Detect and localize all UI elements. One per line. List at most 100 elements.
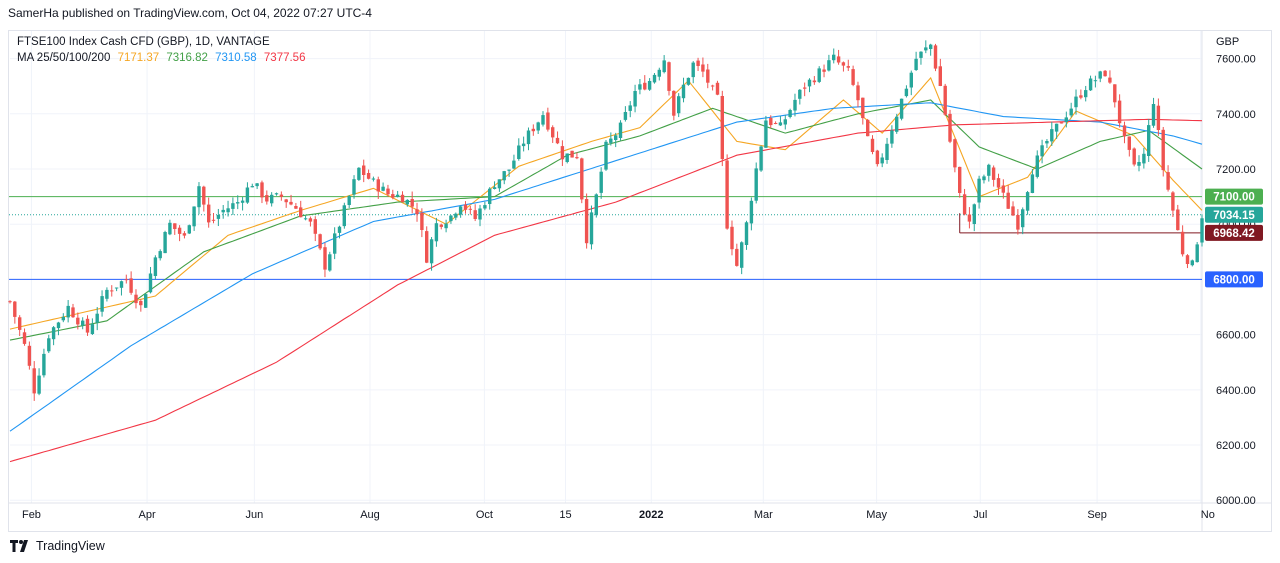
candle-up: [924, 47, 928, 51]
candle-down: [207, 204, 211, 223]
candle-down: [1122, 125, 1127, 137]
candle-down: [420, 212, 424, 230]
candle-up: [1098, 71, 1102, 79]
candle-down: [129, 278, 133, 293]
candle-down: [85, 318, 90, 333]
tradingview-brand: TradingView: [36, 539, 105, 553]
x-tick-label: 2022: [639, 509, 663, 521]
candle-down: [124, 279, 128, 281]
candle-down: [18, 317, 22, 330]
y-tick-label: 6600.00: [1216, 330, 1256, 342]
ma100-value: 7310.58: [215, 52, 257, 64]
candle-up: [652, 74, 657, 83]
tradingview-footer[interactable]: TradingView: [10, 539, 105, 553]
candle-up: [497, 179, 502, 189]
candle-up: [526, 130, 531, 145]
candle-down: [177, 227, 182, 234]
candle-down: [1117, 100, 1122, 124]
candle-up: [793, 99, 797, 111]
candle-down: [410, 199, 414, 207]
candle-up: [352, 179, 356, 195]
candle-up: [250, 186, 254, 188]
candle-down: [1006, 192, 1010, 209]
candle-up: [81, 320, 85, 326]
candle-up: [904, 88, 909, 97]
candle-up: [240, 200, 245, 203]
candle-down: [1001, 185, 1005, 193]
candle-up: [638, 84, 642, 90]
candle-up: [827, 60, 831, 71]
candle-down: [202, 186, 206, 205]
candle-down: [943, 85, 947, 115]
candle-up: [270, 194, 274, 204]
candle-up: [832, 54, 836, 61]
candle-down: [415, 209, 419, 215]
tradingview-logo-icon: [10, 540, 28, 552]
candle-down: [468, 208, 472, 210]
candle-down: [173, 223, 177, 229]
candle-down: [71, 307, 75, 318]
ma50-value: 7316.82: [166, 52, 208, 64]
candle-up: [536, 122, 540, 131]
candle-up: [454, 213, 458, 218]
candle-down: [856, 85, 860, 101]
candle-up: [914, 58, 918, 70]
candle-up: [817, 68, 821, 82]
symbol-legend: FTSE100 Index Cash CFD (GBP), 1D, VANTAG…: [17, 36, 270, 48]
candle-down: [439, 224, 443, 227]
candle-down: [8, 301, 12, 303]
candle-down: [1166, 172, 1170, 190]
candle-down: [463, 204, 468, 210]
candle-up: [1050, 129, 1054, 142]
candle-down: [706, 69, 710, 83]
candle-up: [1045, 141, 1049, 144]
ma25-line: [9, 76, 1203, 330]
candle-up: [100, 296, 104, 312]
candle-up: [890, 130, 894, 144]
price-tag-label: 7100.00: [1213, 192, 1255, 204]
candle-down: [1108, 77, 1112, 83]
candle-up: [1069, 108, 1073, 116]
candle-down: [1079, 95, 1083, 98]
candle-down: [560, 146, 565, 160]
candle-up: [51, 327, 56, 340]
x-tick-label: Mar: [754, 509, 773, 521]
candle-up: [1151, 104, 1156, 126]
candle-up: [488, 188, 492, 204]
x-tick-label: Jun: [245, 509, 263, 521]
candle-up: [328, 254, 332, 271]
candle-up: [1025, 192, 1030, 211]
candle-up: [778, 122, 783, 126]
candle-up: [158, 251, 162, 259]
candle-up: [144, 294, 148, 308]
candle-down: [13, 301, 17, 317]
candle-up: [42, 353, 46, 376]
candle-up: [517, 145, 521, 159]
price-tag-label: 7034.15: [1213, 210, 1255, 222]
candle-up: [521, 143, 526, 147]
candle-up: [231, 203, 235, 209]
candle-down: [313, 219, 317, 234]
candle-up: [1200, 218, 1204, 243]
candle-up: [395, 194, 400, 197]
candle-up: [895, 116, 899, 132]
candle-up: [628, 105, 632, 111]
candle-up: [47, 338, 51, 352]
candle-up: [434, 223, 439, 242]
candle-up: [599, 171, 603, 193]
candle-down: [555, 137, 560, 144]
candle-down: [318, 234, 322, 249]
candle-up: [691, 62, 695, 78]
candle-up: [677, 96, 681, 114]
candle-up: [255, 183, 259, 187]
candle-up: [623, 112, 628, 120]
candle-up: [95, 313, 99, 323]
y-tick-label: 7400.00: [1216, 109, 1256, 121]
candle-up: [614, 135, 618, 140]
candle-up: [759, 146, 763, 171]
candle-up: [1190, 260, 1194, 266]
candle-up: [347, 196, 351, 205]
candle-down: [866, 119, 870, 137]
candle-up: [114, 287, 119, 289]
